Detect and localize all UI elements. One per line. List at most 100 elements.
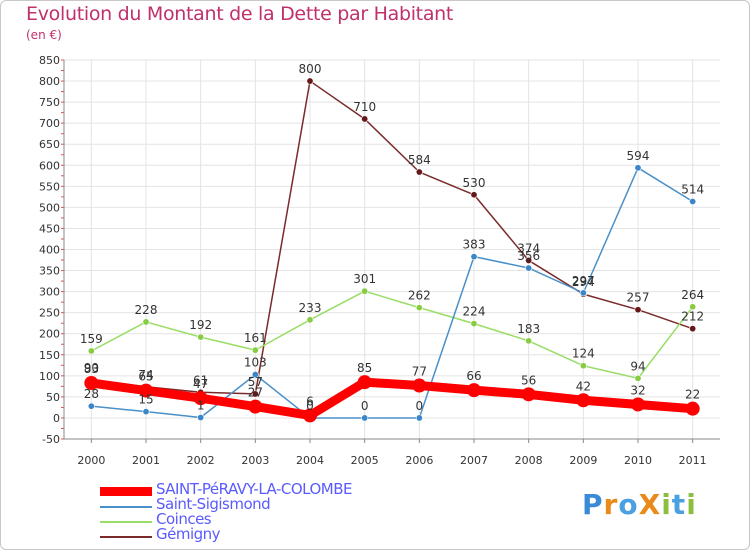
data-point [197,333,205,341]
data-label: 212 [681,310,704,324]
data-label: 301 [353,272,376,286]
x-tick-label: 2005 [351,454,379,467]
data-point [689,197,697,205]
x-tick-label: 2002 [187,454,215,467]
y-tick-label: 700 [39,117,60,130]
x-tick-label: 2007 [460,454,488,467]
data-label: 103 [244,356,267,370]
grid-lines [64,59,720,440]
data-point [251,390,259,398]
y-tick-label: 100 [39,370,60,383]
data-label: 233 [299,301,322,315]
data-point [412,378,427,393]
x-tick-label: 2008 [515,454,543,467]
series-lines [84,77,700,423]
data-point [306,77,314,85]
data-labels: 83 65 47 27 6 85 77 66 56 42 32 22 28 15 1 103 0 0 0 383 356… [80,62,704,413]
data-point [251,346,259,354]
legend-swatch [100,487,152,496]
data-label: 32 [630,383,645,397]
x-tick-label: 2004 [296,454,324,467]
data-label: 192 [189,318,212,332]
data-label: 66 [466,369,481,383]
data-label: 374 [517,241,540,255]
x-tick-label: 2009 [569,454,597,467]
data-point [87,347,95,355]
data-point [576,393,591,408]
x-tick-label: 2006 [405,454,433,467]
logo-letter: o [618,488,639,521]
y-tick-label: 50 [46,391,60,404]
data-point [415,414,423,422]
data-point [631,397,645,412]
data-point [470,253,478,261]
data-point [306,316,314,324]
y-tick-label: 850 [39,54,60,67]
logo-letter: X [638,488,662,521]
logo-letter: t [671,488,687,521]
data-label: 257 [627,291,650,305]
data-label: 183 [517,322,540,336]
legend-swatch [100,536,152,538]
y-tick-label: 750 [39,96,60,109]
data-point [142,408,150,416]
data-point [467,383,481,398]
axes: -500501001502002503003504004505005506006… [39,54,720,467]
x-tick-label: 2011 [679,454,707,467]
legend-label: Gémigny [156,525,221,543]
data-point [193,391,208,406]
data-label: 83 [84,362,99,376]
data-point [521,387,536,402]
data-label: 594 [627,149,650,163]
data-label: 6 [306,394,314,408]
data-label: 22 [685,388,700,402]
data-point [685,401,700,416]
data-point [87,402,95,410]
logo-letter: P [582,488,604,521]
data-point [470,320,478,328]
data-label: 383 [463,238,486,252]
data-label: 65 [138,370,153,384]
y-tick-label: 0 [53,412,60,425]
data-label: 0 [416,399,424,413]
y-tick-label: 500 [39,201,60,214]
data-point [634,306,642,314]
data-label: 124 [572,347,595,361]
x-tick-label: 2003 [241,454,269,467]
legend-swatch [100,506,152,508]
data-label: 800 [299,62,322,76]
data-point [139,383,153,398]
data-label: 42 [576,379,591,393]
data-point [361,414,369,422]
y-tick-label: 600 [39,159,60,172]
logo-letter: r [603,488,619,521]
data-point [248,399,263,414]
data-label: 27 [248,386,263,400]
data-point [689,303,697,311]
y-tick-label: 250 [39,307,60,320]
data-point [525,264,533,272]
data-label: 85 [357,361,372,375]
series-line [90,80,694,395]
data-label: 294 [572,275,595,289]
legend-label: SAINT-PéRAVY-LA-COLOMBE [156,480,352,498]
data-label: 584 [408,153,431,167]
data-point [470,191,478,199]
legend-label: Coinces [156,510,212,528]
logo-letter: i [661,488,672,521]
data-label: 77 [412,365,427,379]
data-label: 57 [248,375,263,389]
data-point [361,115,369,123]
data-label: 264 [681,288,704,302]
data-point [634,164,642,172]
series-line [86,377,698,420]
data-label: 47 [193,377,208,391]
data-label: 74 [138,368,153,382]
data-point [251,371,259,379]
data-point [579,362,587,370]
x-tick-label: 2010 [624,454,652,467]
data-label: 56 [521,373,536,387]
data-label: 161 [244,331,267,345]
data-point [142,318,150,326]
y-tick-label: 800 [39,75,60,88]
